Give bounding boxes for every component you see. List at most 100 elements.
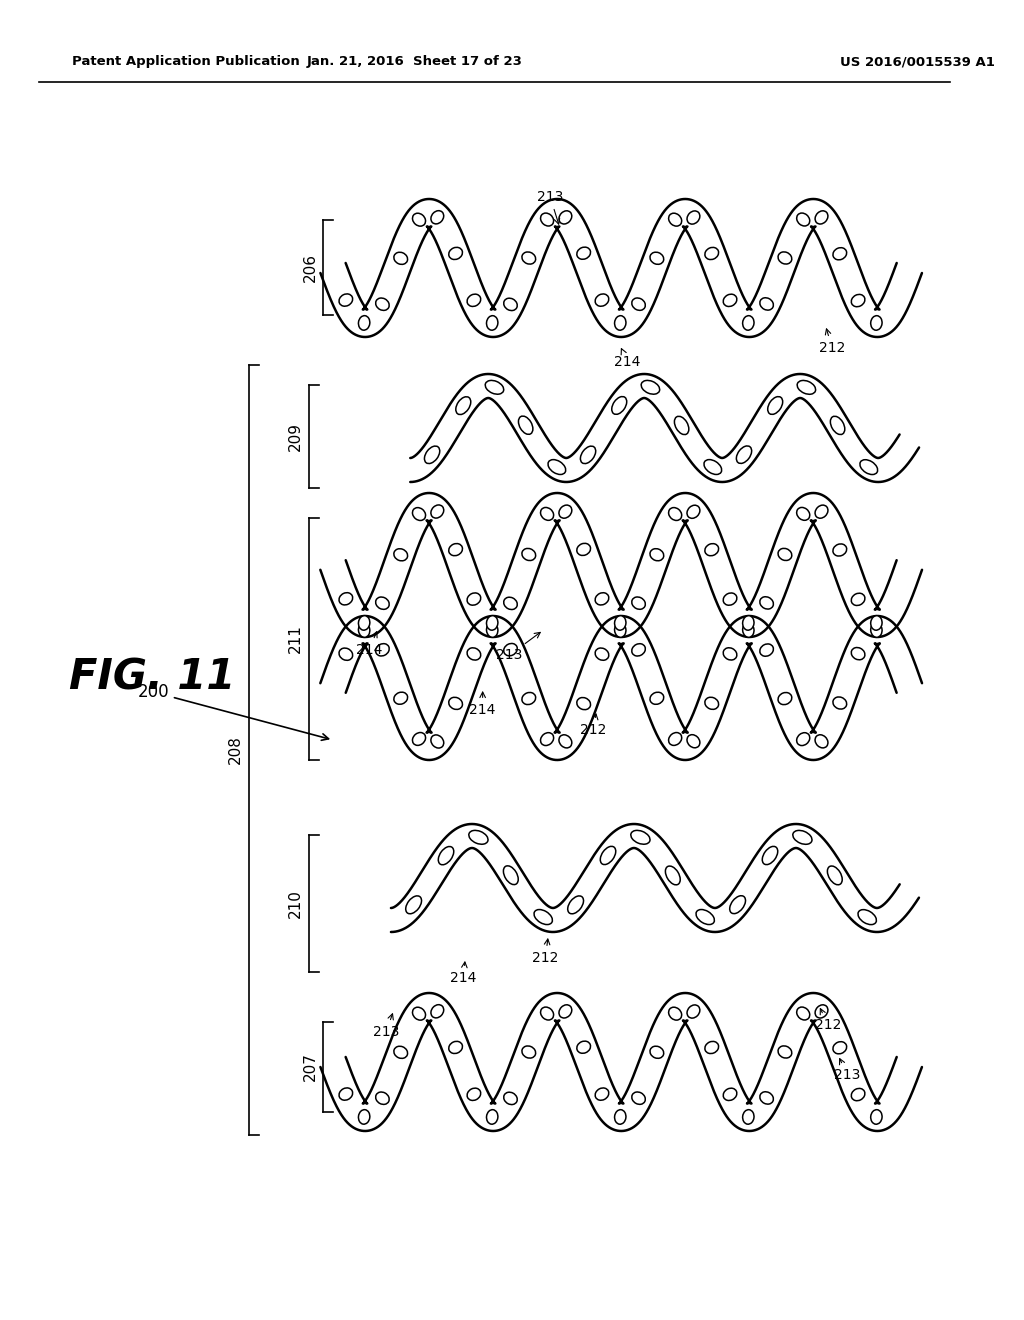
Ellipse shape [600,846,615,865]
Ellipse shape [723,1088,737,1101]
Ellipse shape [413,508,426,520]
Ellipse shape [376,298,389,310]
Ellipse shape [413,733,426,746]
Ellipse shape [438,846,454,865]
Text: 208: 208 [228,735,244,764]
Ellipse shape [830,416,845,434]
Ellipse shape [611,396,627,414]
Text: 213: 213 [497,632,541,663]
Ellipse shape [394,549,408,561]
Ellipse shape [703,459,722,474]
Ellipse shape [797,213,810,226]
Ellipse shape [833,544,847,556]
Text: 213: 213 [537,190,563,224]
Ellipse shape [815,735,828,748]
Ellipse shape [541,507,554,520]
Ellipse shape [518,416,532,434]
Ellipse shape [559,1005,571,1018]
Ellipse shape [870,623,882,638]
Ellipse shape [449,697,463,709]
Ellipse shape [797,380,816,395]
Ellipse shape [358,623,370,638]
Ellipse shape [797,507,810,520]
Ellipse shape [467,294,480,306]
Ellipse shape [742,615,754,630]
Polygon shape [411,374,920,482]
Ellipse shape [504,1092,517,1105]
Ellipse shape [760,1092,773,1104]
Ellipse shape [760,644,773,656]
Ellipse shape [705,697,719,709]
Ellipse shape [870,615,882,630]
Ellipse shape [486,623,498,638]
Ellipse shape [778,252,792,264]
Ellipse shape [449,544,463,556]
Ellipse shape [504,866,518,884]
Ellipse shape [632,597,645,610]
Ellipse shape [431,735,443,748]
Ellipse shape [535,909,552,924]
Ellipse shape [742,1110,754,1125]
Ellipse shape [339,648,352,660]
Ellipse shape [870,1110,882,1125]
Ellipse shape [431,1005,443,1018]
Ellipse shape [705,544,719,556]
Ellipse shape [687,211,699,224]
Ellipse shape [467,1088,480,1101]
Ellipse shape [650,252,664,264]
Ellipse shape [581,446,596,463]
Ellipse shape [730,896,745,913]
Ellipse shape [376,597,389,610]
Ellipse shape [696,909,715,924]
Text: 200: 200 [137,682,329,741]
Ellipse shape [736,446,752,463]
Text: 214: 214 [355,632,382,657]
Ellipse shape [595,648,609,660]
Text: 207: 207 [302,1052,317,1081]
Text: FIG. 11: FIG. 11 [70,657,236,700]
Ellipse shape [485,380,504,395]
Ellipse shape [669,214,682,226]
Text: US 2016/0015539 A1: US 2016/0015539 A1 [840,55,994,69]
Ellipse shape [723,593,737,606]
Ellipse shape [358,615,370,630]
Ellipse shape [548,459,565,474]
Ellipse shape [632,1092,645,1105]
Ellipse shape [815,1005,828,1018]
Ellipse shape [339,294,352,306]
Ellipse shape [559,735,571,748]
Ellipse shape [631,830,650,845]
Ellipse shape [778,548,792,561]
Ellipse shape [833,1041,847,1053]
Ellipse shape [577,697,591,710]
Ellipse shape [595,593,609,605]
Text: 209: 209 [288,422,303,451]
Ellipse shape [860,459,878,474]
Ellipse shape [339,593,352,605]
Ellipse shape [742,623,754,638]
Ellipse shape [339,1088,352,1100]
Ellipse shape [522,1045,536,1059]
Ellipse shape [768,396,782,414]
Ellipse shape [666,866,680,884]
Ellipse shape [705,1041,719,1053]
Ellipse shape [815,211,828,224]
Ellipse shape [413,1007,426,1020]
Text: 206: 206 [302,253,317,282]
Ellipse shape [851,1089,865,1101]
Ellipse shape [669,1007,682,1020]
Ellipse shape [760,597,773,609]
Ellipse shape [797,1007,810,1020]
Ellipse shape [669,508,682,520]
Text: Patent Application Publication: Patent Application Publication [73,55,300,69]
Ellipse shape [413,214,426,226]
Ellipse shape [778,693,792,705]
Polygon shape [321,993,922,1131]
Ellipse shape [577,544,591,556]
Ellipse shape [614,315,626,330]
Text: 214: 214 [451,962,476,985]
Ellipse shape [797,733,810,746]
Ellipse shape [449,1041,463,1053]
Ellipse shape [614,623,626,638]
Ellipse shape [815,506,828,519]
